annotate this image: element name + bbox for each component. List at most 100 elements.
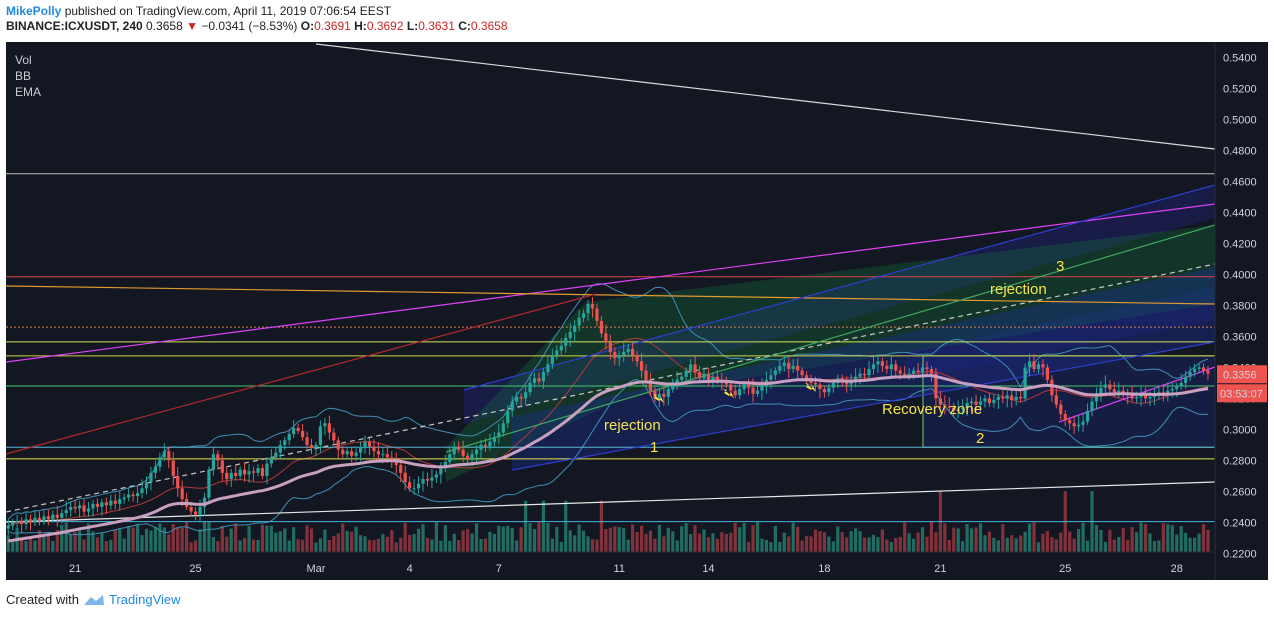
volume-bar	[367, 539, 372, 552]
candle-body	[1143, 395, 1148, 399]
date-tick-label: 18	[818, 563, 830, 575]
price-tick-label: 0.5200	[1223, 83, 1257, 95]
candle-body	[327, 423, 331, 433]
volume-bar	[854, 528, 858, 552]
volume-bar	[1023, 531, 1027, 552]
annotation-label: 2	[976, 430, 984, 447]
candle-body	[332, 432, 336, 441]
candle-body	[711, 376, 715, 382]
candle-body	[470, 454, 474, 459]
volume-bar	[965, 524, 969, 552]
candle-body	[506, 410, 510, 424]
date-tick-label: 21	[69, 563, 81, 575]
volume-bar	[332, 536, 336, 552]
volume-bar	[644, 533, 648, 552]
volume-bar	[523, 500, 528, 552]
candle-body	[854, 376, 858, 380]
volume-bar	[167, 534, 171, 552]
candle-body	[796, 365, 800, 371]
candle-body	[1188, 372, 1192, 377]
candle-body	[1094, 393, 1099, 402]
volume-bar	[376, 538, 381, 552]
volume-bar	[1050, 537, 1054, 552]
volume-bar	[243, 538, 247, 552]
author-link[interactable]: MikePolly	[6, 4, 62, 18]
candle-body	[724, 382, 728, 385]
volume-bar	[318, 538, 323, 552]
price-tick-label: 0.4600	[1223, 176, 1257, 188]
volume-bar	[916, 532, 920, 552]
date-tick-label: 28	[1171, 563, 1183, 575]
candle-body	[55, 514, 59, 518]
candle-body	[541, 372, 546, 382]
volume-bar	[211, 536, 215, 552]
volume-bar	[229, 528, 233, 552]
volume-bar	[1197, 533, 1201, 552]
volume-bar	[831, 541, 835, 552]
low-value: 0.3631	[418, 19, 455, 33]
volume-bar	[1201, 524, 1206, 552]
volume-bar	[666, 527, 670, 552]
candle-body	[1152, 395, 1157, 397]
candle-body	[300, 430, 305, 438]
candle-body	[519, 396, 523, 399]
volume-bar	[987, 531, 992, 552]
volume-bar	[657, 524, 661, 552]
candle-body	[86, 508, 91, 512]
volume-bar	[532, 529, 537, 552]
volume-bar	[1170, 525, 1174, 552]
candle-body	[1023, 367, 1027, 399]
candle-body	[323, 423, 327, 427]
candle-body	[550, 355, 554, 365]
open-key: O:	[300, 19, 315, 33]
volume-bar	[822, 532, 827, 552]
indicator-label[interactable]: BB	[15, 69, 31, 83]
indicator-label[interactable]: EMA	[15, 85, 41, 99]
candle-body	[153, 466, 158, 473]
blue-channel-upper	[463, 184, 1215, 391]
candle-body	[1081, 421, 1085, 425]
volume-bar	[6, 535, 10, 552]
volume-bar	[20, 538, 24, 552]
volume-bar	[506, 525, 510, 552]
volume-bar	[207, 521, 211, 552]
lower-channel-fill	[512, 267, 1215, 470]
volume-bar	[1103, 541, 1107, 552]
volume-bar	[586, 536, 590, 552]
volume-bar	[73, 532, 77, 552]
candle-body	[894, 364, 898, 371]
volume-bar	[724, 533, 728, 552]
candle-body	[577, 317, 581, 326]
candle-body	[969, 401, 974, 404]
candle-body	[862, 373, 867, 376]
volume-bar	[109, 539, 113, 552]
volume-bar	[1206, 529, 1210, 552]
chart-pane[interactable]	[6, 42, 1268, 580]
candle-body	[1166, 390, 1170, 394]
volume-bar	[1010, 535, 1014, 552]
candle-body	[1050, 379, 1054, 396]
volume-bar	[466, 529, 470, 552]
volume-bar	[443, 525, 447, 552]
candle-body	[1108, 384, 1112, 390]
tradingview-link[interactable]: TradingView	[108, 592, 181, 607]
volume-bar	[24, 541, 28, 552]
volume-bar	[961, 541, 965, 552]
close-value: 0.3658	[470, 19, 508, 33]
tradingview-logo-icon	[83, 594, 104, 605]
candle-body	[782, 362, 786, 366]
candle-body	[938, 398, 942, 405]
candle-body	[555, 350, 559, 356]
volume-bar	[452, 533, 456, 552]
volume-bar	[755, 522, 760, 552]
candle-body	[956, 409, 960, 411]
volume-bar	[336, 533, 340, 552]
volume-bar	[564, 500, 568, 552]
candle-body	[987, 398, 992, 404]
volume-bar	[983, 535, 987, 552]
candle-body	[358, 448, 363, 453]
candle-body	[1063, 413, 1067, 421]
indicator-label[interactable]: Vol	[15, 53, 32, 67]
volume-bar	[836, 526, 840, 552]
price-chart[interactable]: rejection rejection Recovery zone 1 2 3 0.220…	[6, 42, 1268, 580]
